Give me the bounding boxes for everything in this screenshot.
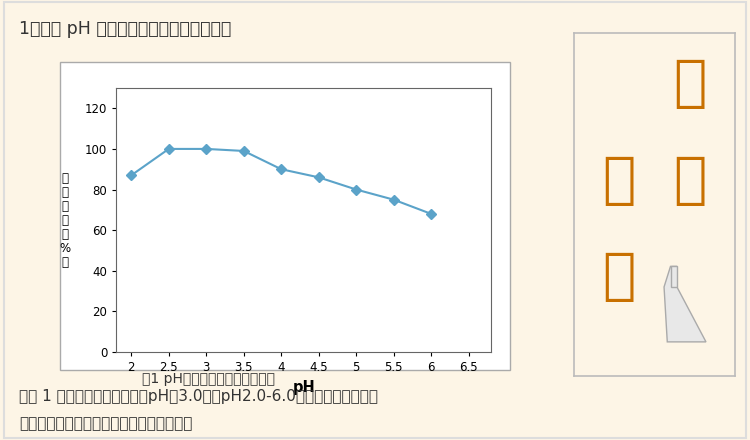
X-axis label: pH: pH [292,380,315,395]
Text: 学: 学 [674,154,706,208]
Text: 性: 性 [602,154,635,208]
Text: 由图 1 可知，酸性蛋白酶最适pH为3.0，在pH2.0-6.0范围内具有较好的酵: 由图 1 可知，酸性蛋白酶最适pH为3.0，在pH2.0-6.0范围内具有较好的… [19,389,378,404]
Polygon shape [664,266,706,342]
Text: 1）不同 pH 条件对酸性蛋白酶酵活的影响: 1）不同 pH 条件对酸性蛋白酶酵活的影响 [19,20,231,38]
Text: 质: 质 [602,249,635,304]
Text: 活特性，在肠道中可发挥较好的酵学作用。: 活特性，在肠道中可发挥较好的酵学作用。 [19,416,192,431]
Text: 酵: 酵 [674,58,706,111]
Y-axis label: 相
对
活
力
（
%
）: 相 对 活 力 （ % ） [60,172,71,268]
Bar [670,266,677,287]
Text: 图1 pH对酸性蛋白酶活力的影响: 图1 pH对酸性蛋白酶活力的影响 [142,372,275,386]
